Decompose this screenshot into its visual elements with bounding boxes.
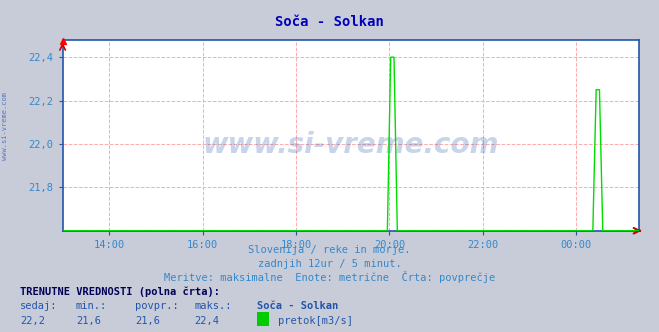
Text: zadnjih 12ur / 5 minut.: zadnjih 12ur / 5 minut. [258,259,401,269]
Text: 22,2: 22,2 [20,316,45,326]
Text: Soča - Solkan: Soča - Solkan [275,15,384,29]
Text: 21,6: 21,6 [135,316,160,326]
Text: www.si-vreme.com: www.si-vreme.com [203,131,499,159]
Text: Meritve: maksimalne  Enote: metrične  Črta: povprečje: Meritve: maksimalne Enote: metrične Črta… [164,271,495,283]
Text: TRENUTNE VREDNOSTI (polna črta):: TRENUTNE VREDNOSTI (polna črta): [20,287,219,297]
Text: povpr.:: povpr.: [135,301,179,311]
Text: Soča - Solkan: Soča - Solkan [257,301,338,311]
Text: pretok[m3/s]: pretok[m3/s] [278,316,353,326]
Text: Slovenija / reke in morje.: Slovenija / reke in morje. [248,245,411,255]
Text: 22,4: 22,4 [194,316,219,326]
Text: 21,6: 21,6 [76,316,101,326]
Text: min.:: min.: [76,301,107,311]
Text: sedaj:: sedaj: [20,301,57,311]
Text: www.si-vreme.com: www.si-vreme.com [2,92,9,160]
Text: maks.:: maks.: [194,301,232,311]
